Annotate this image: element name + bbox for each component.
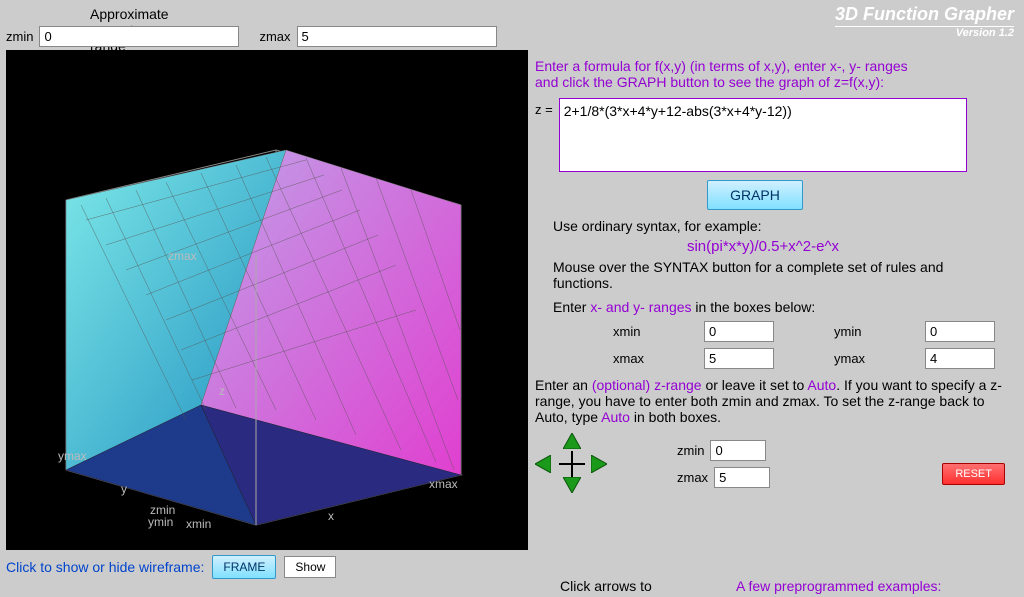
app-version: Version 1.2 [835, 27, 1014, 39]
plot-label-z: z [219, 384, 225, 398]
app-title: 3D Function Grapher [835, 4, 1014, 27]
examples-caption: A few preprogrammed examples: [736, 578, 941, 594]
xmax-label: xmax [613, 351, 664, 366]
xmin-label: xmin [613, 324, 664, 339]
zmax-input[interactable] [714, 467, 770, 488]
zrange-caption: Enter an (optional) z-range or leave it … [535, 377, 1013, 425]
zmin-input[interactable] [710, 440, 766, 461]
plot-label-y: y [121, 482, 127, 496]
arrow-up-icon[interactable] [563, 433, 581, 449]
syntax-example: sin(pi*x*y)/0.5+x^2-e^x [553, 238, 973, 255]
plot-label-xmax: xmax [429, 477, 458, 491]
arrow-pad [535, 433, 607, 495]
z-equals-label: z = [535, 102, 553, 117]
intro-line2: and click the GRAPH button to see the gr… [535, 74, 1015, 90]
plot-label-ymin: ymin [148, 515, 173, 529]
graph-button[interactable]: GRAPH [707, 180, 803, 210]
ymax-label: ymax [834, 351, 885, 366]
reset-button[interactable]: RESET [942, 463, 1005, 485]
zmin-display-label: zmin [6, 29, 33, 44]
zmax-label: zmax [677, 470, 708, 485]
syntax-hint: Mouse over the SYNTAX button for a compl… [553, 259, 993, 291]
wireframe-caption: Click to show or hide wireframe: [6, 559, 204, 575]
arrow-left-icon[interactable] [535, 455, 551, 473]
ymin-label: ymin [834, 324, 885, 339]
xmin-input[interactable] [704, 321, 774, 342]
arrows-caption: Click arrows to [560, 578, 652, 594]
zmin-display-field[interactable] [39, 26, 239, 47]
ymax-input[interactable] [925, 348, 995, 369]
xmax-input[interactable] [704, 348, 774, 369]
arrow-right-icon[interactable] [591, 455, 607, 473]
intro-line1: Enter a formula for f(x,y) (in terms of … [535, 58, 1015, 74]
ymin-input[interactable] [925, 321, 995, 342]
zmax-display-field[interactable] [297, 26, 497, 47]
formula-input[interactable]: 2+1/8*(3*x+4*y+12-abs(3*x+4*y-12)) [559, 98, 967, 172]
frame-button[interactable]: FRAME [212, 555, 276, 579]
plot-label-x: x [328, 509, 334, 523]
zmin-label: zmin [677, 443, 704, 458]
ranges-caption: Enter x- and y- ranges in the boxes belo… [553, 299, 1015, 315]
plot-label-xmin: xmin [186, 517, 211, 531]
arrow-center-icon [559, 451, 585, 477]
plot-3d[interactable]: zmax z ymax y zmin ymin xmin x xmax [6, 50, 528, 550]
plot-label-ymax: ymax [58, 449, 87, 463]
zmax-display-label: zmax [259, 29, 290, 44]
plot-label-zmax: zmax [168, 249, 197, 263]
arrow-down-icon[interactable] [563, 477, 581, 493]
show-button[interactable]: Show [284, 556, 336, 578]
syntax-caption: Use ordinary syntax, for example: [553, 218, 1015, 234]
